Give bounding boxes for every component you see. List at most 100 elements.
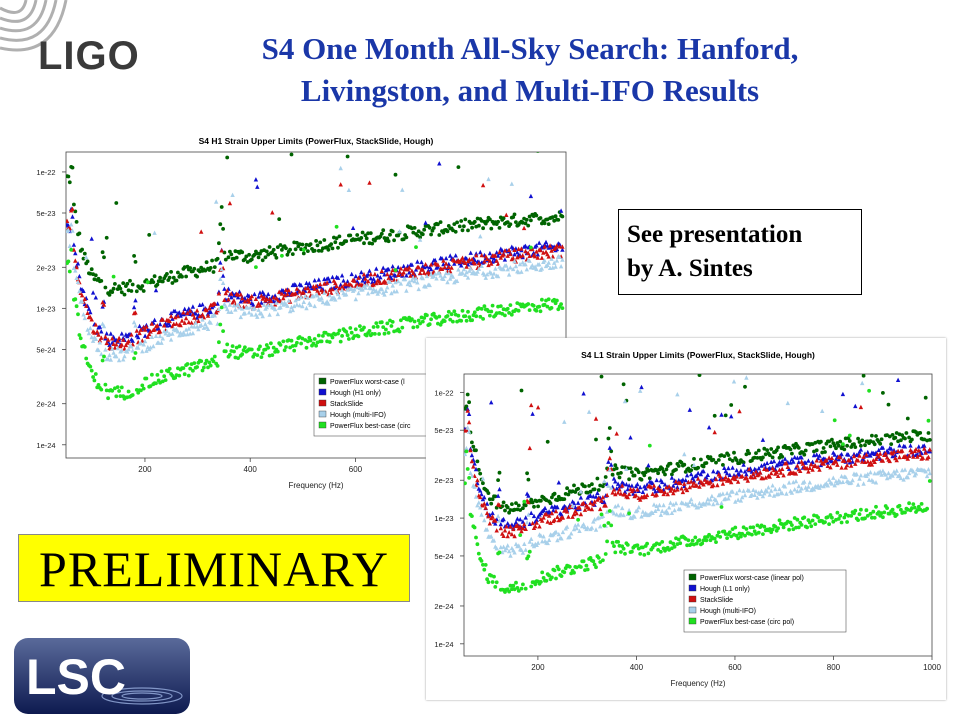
l1-series-2-point bbox=[536, 405, 540, 409]
l1-series-0-point bbox=[467, 400, 471, 404]
h1-y-tick-label: 1e-22 bbox=[36, 168, 55, 177]
l1-series-1-point bbox=[772, 459, 776, 463]
l1-series-4-point bbox=[638, 552, 642, 556]
l1-series-4-point bbox=[776, 526, 780, 530]
l1-series-4-point bbox=[856, 518, 860, 522]
l1-series-4-point bbox=[572, 571, 576, 575]
l1-series-4-point bbox=[623, 552, 627, 556]
l1-series-1-point bbox=[579, 495, 583, 499]
l1-series-1-point bbox=[688, 408, 692, 412]
h1-series-1-point bbox=[252, 292, 256, 296]
h1-series-0-point bbox=[221, 227, 225, 231]
l1-series-4-point bbox=[545, 579, 549, 583]
h1-series-4-point bbox=[457, 314, 461, 318]
l1-series-4-point bbox=[865, 508, 869, 512]
h1-series-3-point bbox=[68, 244, 72, 248]
l1-series-3-point bbox=[598, 524, 602, 528]
l1-strain-chart: S4 L1 Strain Upper Limits (PowerFlux, St… bbox=[426, 338, 946, 700]
h1-series-2-point bbox=[195, 308, 199, 312]
h1-series-3-point bbox=[510, 182, 514, 186]
l1-series-0-point bbox=[525, 471, 529, 475]
h1-series-4-point bbox=[112, 275, 116, 279]
l1-series-1-point bbox=[765, 461, 769, 465]
h1-series-0-point bbox=[130, 289, 134, 293]
h1-series-0-point bbox=[526, 224, 530, 228]
h1-series-0-point bbox=[112, 287, 116, 291]
h1-series-1-point bbox=[266, 292, 270, 296]
h1-x-axis-label: Frequency (Hz) bbox=[288, 481, 343, 490]
l1-series-4-point bbox=[636, 543, 640, 547]
h1-series-4-point bbox=[339, 340, 343, 344]
l1-series-0-point bbox=[510, 502, 514, 506]
l1-series-0-point bbox=[804, 449, 808, 453]
l1-series-4-point bbox=[521, 583, 525, 587]
h1-series-4-point bbox=[281, 340, 285, 344]
h1-series-0-point bbox=[361, 231, 365, 235]
h1-series-1-point bbox=[437, 161, 441, 165]
h1-series-0-point bbox=[380, 232, 384, 236]
h1-series-4-point bbox=[368, 329, 372, 333]
h1-series-1-point bbox=[70, 214, 74, 218]
l1-series-0-point bbox=[487, 491, 491, 495]
l1-series-3-point bbox=[616, 503, 620, 507]
h1-series-1-point bbox=[94, 295, 98, 299]
l1-series-4-point bbox=[554, 577, 558, 581]
l1-series-0-point bbox=[593, 487, 597, 491]
h1-series-0-point bbox=[72, 203, 76, 207]
h1-series-3-point bbox=[69, 222, 73, 226]
h1-series-0-point bbox=[461, 228, 465, 232]
h1-series-4-point bbox=[473, 310, 477, 314]
l1-series-4-point bbox=[725, 536, 729, 540]
h1-series-0-point bbox=[322, 238, 326, 242]
l1-series-4-point bbox=[920, 502, 924, 506]
presentation-note-line-2: by A. Sintes bbox=[627, 252, 861, 286]
h1-series-4-point bbox=[195, 365, 199, 369]
h1-series-4-point bbox=[394, 268, 398, 272]
h1-series-3-point bbox=[417, 287, 421, 291]
h1-legend-swatch bbox=[319, 389, 326, 395]
l1-series-0-point bbox=[478, 472, 482, 476]
l1-series-4-point bbox=[838, 514, 842, 518]
h1-series-0-point bbox=[158, 276, 162, 280]
l1-series-3-point bbox=[524, 548, 528, 552]
h1-series-0-point bbox=[119, 287, 123, 291]
l1-series-3-point bbox=[659, 513, 663, 517]
h1-series-1-point bbox=[120, 331, 124, 335]
l1-series-0-point bbox=[608, 426, 612, 430]
h1-series-1-point bbox=[351, 226, 355, 230]
l1-series-1-point bbox=[543, 506, 547, 510]
l1-series-0-point bbox=[532, 505, 536, 509]
l1-series-4-point bbox=[836, 511, 840, 515]
h1-series-4-point bbox=[517, 309, 521, 313]
l1-series-2-point bbox=[503, 528, 507, 532]
h1-series-4-point bbox=[91, 375, 95, 379]
h1-series-0-point bbox=[205, 260, 209, 264]
ligo-logo-text: LIGO bbox=[38, 34, 140, 79]
l1-series-4-point bbox=[809, 524, 813, 528]
l1-series-2-point bbox=[488, 521, 492, 525]
h1-series-1-point bbox=[330, 275, 334, 279]
h1-series-4-point bbox=[225, 343, 229, 347]
l1-series-4-point bbox=[705, 539, 709, 543]
h1-series-4-point bbox=[117, 389, 121, 393]
h1-series-0-point bbox=[210, 259, 214, 263]
l1-series-0-point bbox=[845, 444, 849, 448]
l1-series-4-point bbox=[811, 519, 815, 523]
h1-series-4-point bbox=[540, 298, 544, 302]
l1-series-1-point bbox=[655, 478, 659, 482]
h1-series-1-point bbox=[137, 324, 141, 328]
l1-series-3-point bbox=[777, 487, 781, 491]
l1-series-0-point bbox=[776, 446, 780, 450]
l1-series-4-point bbox=[466, 467, 470, 471]
l1-series-4-point bbox=[833, 418, 837, 422]
l1-series-4-point bbox=[796, 518, 800, 522]
h1-series-2-point bbox=[460, 256, 464, 260]
l1-series-0-point bbox=[815, 448, 819, 452]
h1-x-tick-label: 400 bbox=[244, 465, 258, 474]
slide-title-line-2: Livingston, and Multi-IFO Results bbox=[180, 70, 880, 112]
l1-series-0-point bbox=[881, 391, 885, 395]
l1-series-4-point bbox=[520, 587, 524, 591]
h1-series-4-point bbox=[346, 333, 350, 337]
l1-series-0-point bbox=[887, 403, 891, 407]
l1-series-0-point bbox=[714, 461, 718, 465]
